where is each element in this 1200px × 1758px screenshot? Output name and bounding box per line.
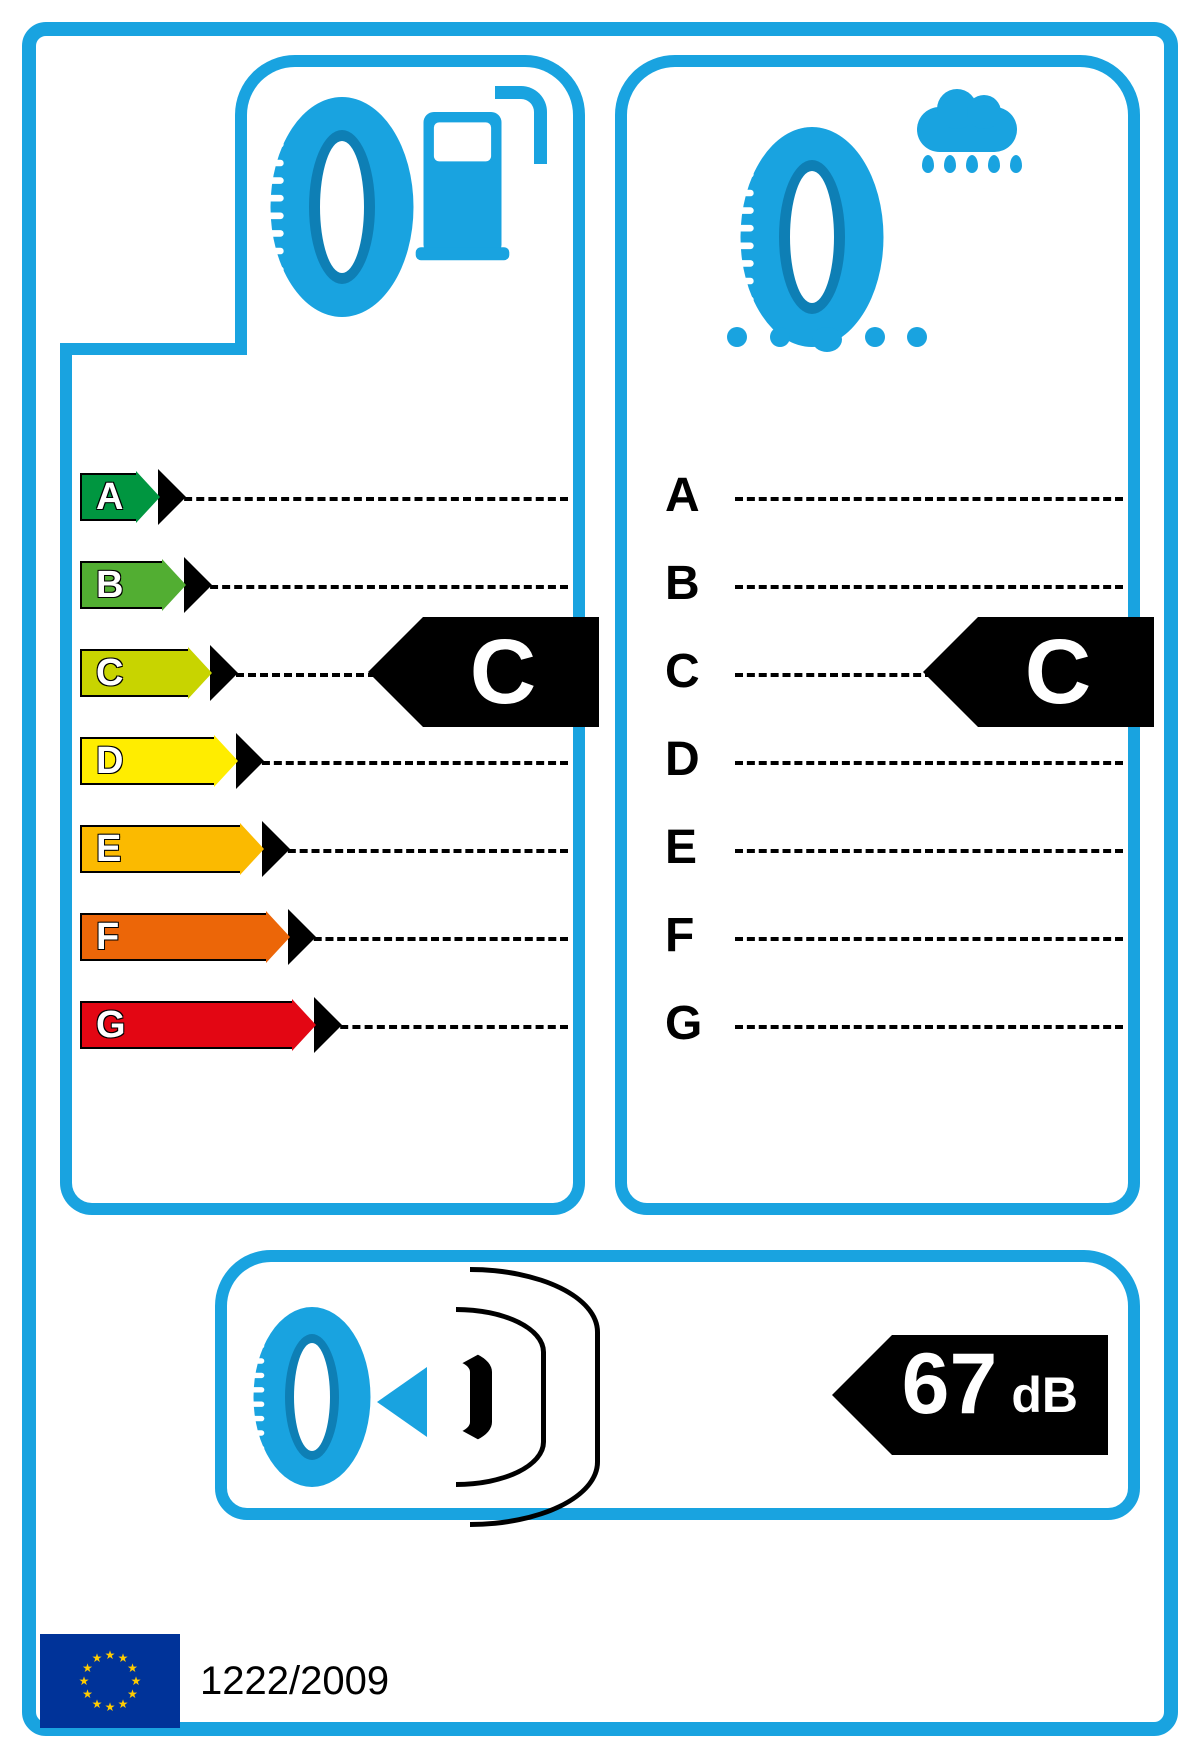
fuel-efficiency-icon	[267, 87, 567, 337]
eu-star: ★	[92, 1697, 103, 1711]
fuel-grade-row-g: G	[80, 993, 568, 1063]
wet-grade-letter-a: A	[665, 465, 700, 525]
wet-grade-letter-b: B	[665, 553, 700, 613]
eu-star: ★	[105, 1648, 116, 1662]
wet-grade-letter-f: F	[665, 905, 694, 965]
eu-star: ★	[131, 1674, 142, 1688]
wet-grade-row-d: D	[635, 729, 1123, 799]
dashed-line	[276, 849, 568, 853]
noise-icon	[247, 1292, 667, 1502]
noise-panel: 67 dB	[215, 1250, 1140, 1520]
fuel-grade-row-a: A	[80, 465, 568, 535]
speaker-icon	[377, 1367, 427, 1437]
tire-noise-icon	[254, 1307, 371, 1487]
fuel-panel-connector	[60, 343, 247, 355]
dashed-line	[735, 497, 1123, 501]
dashed-line	[735, 761, 1123, 765]
noise-value: 67	[902, 1335, 998, 1434]
eu-stars: ★★★★★★★★★★★★	[80, 1651, 140, 1711]
splash-icon	[727, 327, 927, 357]
wet-grade-letter-e: E	[665, 817, 697, 877]
wet-grade-letter-d: D	[665, 729, 700, 789]
fuel-rating-value: C	[423, 617, 599, 727]
dashed-line	[735, 1025, 1123, 1029]
fuel-grade-row-b: B	[80, 553, 568, 623]
dashed-line	[735, 585, 1123, 589]
wet-grade-row-g: G	[635, 993, 1123, 1063]
eu-star: ★	[127, 1687, 138, 1701]
eu-star: ★	[82, 1687, 93, 1701]
rain-cloud-icon	[897, 107, 1037, 207]
sound-wave-3	[470, 1267, 600, 1527]
wet-grade-row-f: F	[635, 905, 1123, 975]
eu-star: ★	[127, 1661, 138, 1675]
fuel-grade-arrow-g: G	[80, 1001, 292, 1049]
eu-star: ★	[92, 1651, 103, 1665]
dashed-line	[735, 849, 1123, 853]
dashed-line	[198, 585, 568, 589]
fuel-rating-badge: C	[368, 617, 599, 727]
fuel-grade-row-d: D	[80, 729, 568, 799]
fuel-grade-row-f: F	[80, 905, 568, 975]
fuel-grades: ABCDEFGC	[80, 465, 568, 1081]
wet-grade-row-e: E	[635, 817, 1123, 887]
wet-grade-row-a: A	[635, 465, 1123, 535]
eu-flag-icon: ★★★★★★★★★★★★	[40, 1634, 180, 1728]
wet-grade-letter-c: C	[665, 641, 700, 701]
footer: ★★★★★★★★★★★★ 1222/2009	[40, 1634, 389, 1728]
tire-wet-icon	[741, 127, 884, 347]
wet-rating-value: C	[978, 617, 1154, 727]
dashed-line	[328, 1025, 568, 1029]
wet-grip-icon	[727, 97, 1047, 357]
dashed-line	[172, 497, 568, 501]
dashed-line	[302, 937, 568, 941]
eu-star: ★	[79, 1674, 90, 1688]
wet-grades: ABCDEFGC	[635, 465, 1123, 1081]
wet-rating-badge: C	[923, 617, 1154, 727]
dashed-line	[250, 761, 568, 765]
regulation-text: 1222/2009	[200, 1659, 389, 1704]
noise-unit: dB	[1011, 1366, 1078, 1424]
fuel-pump-icon	[424, 86, 541, 268]
fuel-panel-icon-frame	[235, 55, 585, 355]
noise-badge: 67 dB	[832, 1335, 1108, 1455]
fuel-grade-arrow-f: F	[80, 913, 266, 961]
wet-grade-row-b: B	[635, 553, 1123, 623]
noise-arrow	[832, 1335, 892, 1455]
fuel-grade-arrow-b: B	[80, 561, 162, 609]
fuel-grade-arrow-e: E	[80, 825, 240, 873]
eu-star: ★	[118, 1697, 129, 1711]
tire-icon	[271, 97, 414, 317]
eu-star: ★	[105, 1700, 116, 1714]
dashed-line	[735, 937, 1123, 941]
fuel-grade-arrow-a: A	[80, 473, 136, 521]
wet-grade-letter-g: G	[665, 993, 702, 1053]
fuel-grade-arrow-d: D	[80, 737, 214, 785]
noise-body: 67 dB	[892, 1335, 1108, 1455]
fuel-grade-arrow-c: C	[80, 649, 188, 697]
fuel-grade-row-e: E	[80, 817, 568, 887]
